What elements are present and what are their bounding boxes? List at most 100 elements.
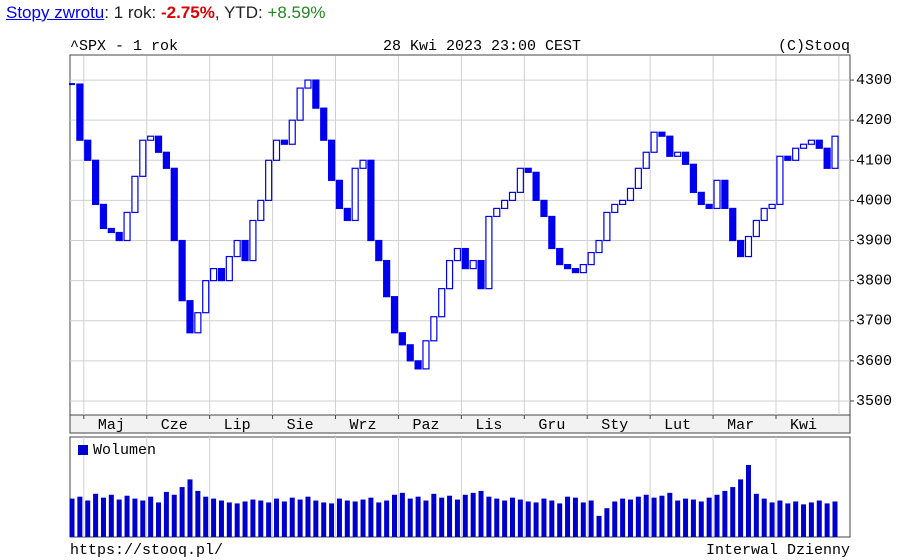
returns-header: Stopy zwrotu: 1 rok: -2.75%, YTD: +8.59% (6, 3, 326, 23)
candle (650, 131, 658, 153)
volume-bar (478, 490, 484, 537)
x-axis-strip (69, 414, 851, 434)
returns-link[interactable]: Stopy zwrotu (6, 3, 105, 22)
candle (343, 207, 351, 222)
y-tick-label: 3900 (856, 232, 892, 249)
candle (666, 135, 674, 157)
candle (831, 135, 839, 169)
candle (689, 163, 698, 193)
volume-bar (824, 503, 830, 537)
volume-bar (195, 490, 201, 537)
candle (587, 251, 595, 266)
volume-bar (234, 503, 240, 537)
candle (257, 199, 265, 222)
chart-source: (C)Stooq (778, 38, 850, 55)
volume-bar (738, 479, 744, 537)
candle (296, 87, 304, 121)
candle (729, 207, 737, 242)
volume-bar (376, 502, 382, 537)
candle (768, 203, 776, 210)
candle (147, 135, 155, 141)
volume-bar (761, 498, 767, 537)
volume-bar (785, 503, 791, 537)
y-tick-label: 4100 (856, 152, 892, 169)
candle (438, 288, 446, 318)
volume-bar (706, 497, 712, 537)
legend-swatch (78, 445, 88, 455)
volume-bar (565, 496, 571, 537)
volume-bar (163, 491, 169, 537)
volume-bar (462, 494, 468, 537)
candle (398, 332, 406, 346)
x-tick-label: Cze (161, 417, 188, 434)
candle (422, 340, 430, 370)
volume-bar (392, 494, 398, 537)
volume-bar (525, 501, 531, 537)
candle (524, 167, 532, 173)
candle (697, 191, 705, 206)
candle (501, 199, 509, 210)
candle (390, 296, 399, 334)
volume-bar (93, 493, 99, 537)
volume-bar (777, 500, 783, 537)
y-tick-label: 4300 (856, 72, 892, 89)
candle (461, 247, 469, 270)
candle (178, 239, 186, 302)
candle (383, 259, 391, 298)
candle (312, 79, 320, 109)
y-tick-label: 4200 (856, 112, 892, 129)
candle (508, 191, 517, 202)
chart-date: 28 Kwi 2023 23:00 CEST (383, 38, 581, 55)
candle (603, 211, 611, 242)
candle (327, 139, 336, 181)
volume-bar (77, 496, 83, 537)
volume-bar (313, 500, 319, 537)
x-tick-label: Sie (287, 417, 314, 434)
candle (351, 167, 359, 222)
volume-bar (218, 500, 224, 537)
volume-bar (454, 499, 460, 537)
candle (320, 107, 328, 141)
volume-bar (431, 493, 437, 537)
volume-bar (604, 508, 610, 537)
candle (170, 167, 178, 242)
x-tick-label: Gru (538, 417, 565, 434)
volume-bar (620, 498, 626, 537)
candle (414, 360, 422, 370)
y-tick-label: 3700 (856, 313, 892, 330)
chart-title: ^SPX - 1 rok (70, 38, 178, 55)
volume-bar (714, 494, 720, 537)
candle (84, 139, 92, 161)
x-tick-label: Wrz (350, 417, 377, 434)
x-tick-label: Lip (224, 417, 251, 434)
volume-bar (274, 498, 280, 537)
candle (799, 143, 808, 149)
volume-bar (187, 479, 193, 537)
candle (713, 179, 721, 210)
volume-bar (415, 496, 421, 537)
candle (335, 179, 344, 210)
period-label: : 1 rok: (104, 3, 161, 22)
volume-bar (203, 496, 209, 537)
candle (367, 159, 375, 242)
candle (202, 280, 210, 314)
volume-bar (801, 504, 807, 537)
volume-bar (627, 499, 633, 537)
volume-bar (344, 500, 350, 537)
volume-bar (281, 501, 287, 537)
volume-bar (100, 497, 106, 537)
volume-bar (722, 490, 728, 537)
y-tick-label: 3600 (856, 353, 892, 370)
volume-bar (659, 495, 665, 537)
candle (249, 219, 257, 262)
volume-bar (808, 502, 814, 537)
candle (619, 199, 627, 206)
volume-bar (226, 502, 232, 537)
candle (634, 167, 642, 189)
candle (225, 255, 233, 282)
candle (115, 231, 123, 242)
ytd-return: +8.59% (267, 3, 326, 22)
volume-bar (250, 499, 256, 537)
volume-bar (502, 500, 508, 537)
volume-bar (517, 499, 523, 537)
